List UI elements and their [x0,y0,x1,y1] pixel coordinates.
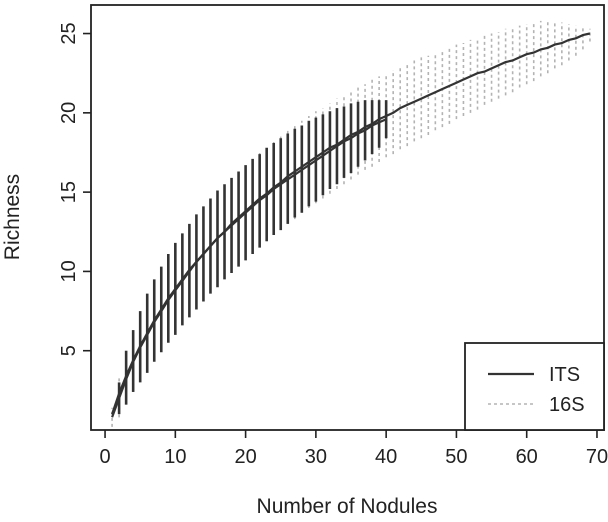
x-tick-label: 0 [99,446,110,468]
series-lines [111,32,591,418]
x-tick-label: 70 [586,446,608,468]
y-axis-title: Richness [1,174,24,260]
y-tick-label: 20 [58,102,80,124]
y-tick-label: 5 [58,345,80,356]
x-tick-label: 50 [445,446,467,468]
x-tick-label: 10 [164,446,186,468]
y-tick-label: 10 [58,260,80,282]
legend-its-label: ITS [549,364,580,386]
x-axis-title: Number of Nodules [257,495,438,518]
x-tick-label: 30 [305,446,327,468]
x-axis: 0 10 20 30 40 50 60 70 [99,430,608,468]
y-axis: 5 10 15 20 25 [58,22,91,356]
legend: ITS 16S [464,342,605,431]
y-tick-label: 15 [58,181,80,203]
x-tick-label: 60 [516,446,538,468]
y-tick-label: 25 [58,22,80,44]
x-tick-label: 20 [234,446,256,468]
legend-box [464,342,605,431]
legend-16s-label: 16S [549,394,585,416]
x-tick-label: 40 [375,446,397,468]
its-mean-line [111,118,387,415]
plot-frame [90,4,605,431]
